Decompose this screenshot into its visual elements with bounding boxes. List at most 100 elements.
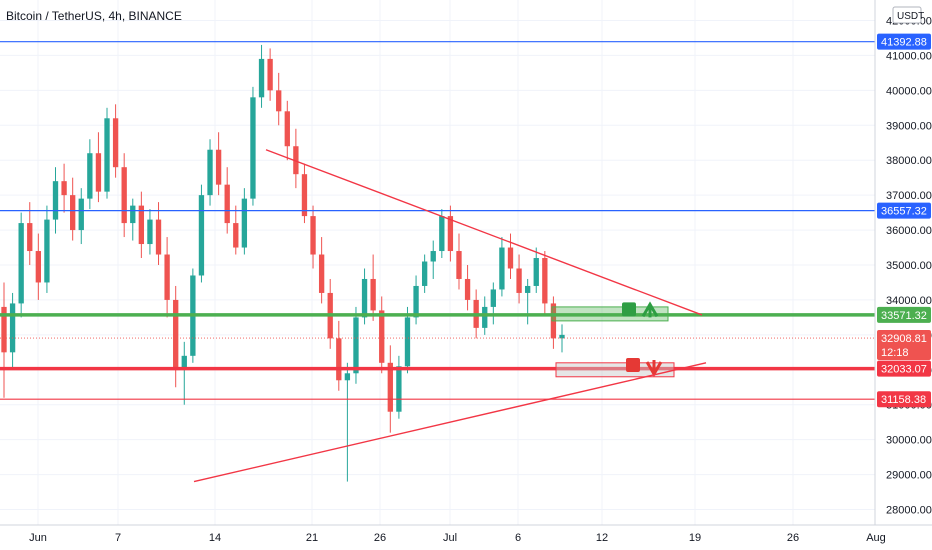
candle — [241, 188, 248, 255]
candle — [164, 237, 170, 318]
price-tick-label: 30000.00 — [886, 435, 932, 447]
time-tick-label: 21 — [306, 532, 318, 544]
candle-body — [439, 216, 445, 252]
candle — [507, 233, 514, 279]
candle — [258, 44, 265, 108]
candle — [370, 254, 376, 321]
candle — [439, 209, 445, 259]
candle-body — [207, 149, 213, 196]
candle — [542, 251, 548, 314]
candle — [233, 205, 239, 255]
level-price-label: 36557.32 — [881, 206, 927, 218]
candle-body — [181, 355, 187, 370]
candle-body — [525, 285, 531, 293]
candle — [112, 104, 119, 178]
candle-body — [138, 205, 145, 245]
candle — [353, 306, 359, 384]
candle — [464, 265, 471, 311]
time-tick-label: 26 — [374, 532, 386, 544]
long-marker-body — [622, 302, 636, 317]
time-axis: Jun 7 14 21 26 Jul 6 12 19 26 Aug — [0, 524, 932, 550]
candle-body — [396, 366, 402, 412]
candle — [490, 282, 496, 325]
level-price-badge — [877, 306, 931, 323]
candle-body — [370, 278, 376, 311]
time-tick-label: Jul — [443, 532, 457, 544]
candle — [396, 355, 402, 419]
candle — [276, 72, 282, 126]
candle-body — [52, 181, 59, 220]
time-tick-label: 7 — [115, 532, 121, 544]
candle — [35, 233, 41, 300]
candle-body — [336, 338, 342, 381]
descending-trendline — [265, 149, 703, 316]
currency-label: USDT — [897, 11, 924, 22]
candle — [70, 177, 76, 241]
candle — [52, 167, 59, 234]
candle — [44, 205, 50, 293]
candle-body — [35, 251, 41, 283]
candle-body — [27, 223, 33, 252]
candle-body — [482, 306, 488, 328]
candle-body — [404, 317, 411, 367]
candle-body — [301, 174, 308, 217]
candle-body — [78, 198, 84, 231]
candle-body — [421, 261, 428, 286]
candle — [250, 86, 256, 206]
candle-body — [1, 306, 7, 353]
candle-body — [344, 373, 351, 381]
candle-body — [361, 278, 368, 318]
candle — [379, 296, 385, 374]
candle-body — [87, 153, 93, 199]
down-arrow-icon — [645, 360, 663, 378]
price-axis: 28000.0029000.0030000.0031000.0032000.00… — [874, 0, 932, 550]
candle-body — [430, 251, 436, 262]
candle-body — [233, 223, 239, 248]
candle — [267, 48, 273, 101]
candle — [95, 132, 102, 203]
candle-body — [130, 205, 136, 224]
level-price-label: 33571.32 — [881, 310, 927, 322]
candle-body — [499, 247, 505, 290]
candle — [318, 237, 325, 304]
time-tick-label: 12 — [596, 532, 608, 544]
candle-body — [164, 254, 170, 300]
price-tick-label: 40000.00 — [886, 85, 932, 97]
level-price-label: 32033.07 — [881, 364, 927, 376]
candle — [104, 107, 110, 199]
candle-body — [516, 268, 522, 293]
candle-body — [44, 219, 50, 283]
time-tick-label: 6 — [515, 532, 521, 544]
candle-body — [250, 97, 256, 199]
currency-badge — [892, 6, 922, 24]
candle — [525, 278, 531, 325]
candle-body — [173, 299, 179, 370]
price-tick-label: 38000.00 — [886, 155, 932, 167]
long-marker-icon — [622, 301, 659, 318]
up-arrow-icon — [641, 301, 659, 318]
candle — [456, 233, 462, 290]
candle — [61, 163, 67, 213]
candle-body — [95, 153, 102, 192]
level-price-label: 31158.38 — [881, 394, 926, 406]
price-axis-background — [875, 0, 932, 550]
level-price-label: 41392.88 — [881, 37, 927, 49]
candle-body — [267, 58, 273, 91]
candle-body — [215, 149, 222, 185]
candle-body — [18, 223, 24, 304]
candle — [301, 163, 308, 224]
candle-body — [456, 251, 462, 279]
candle — [430, 240, 436, 279]
candle — [147, 209, 153, 255]
candle-body — [387, 362, 393, 412]
symbol-title: Bitcoin / TetherUS, 4h, BINANCE — [6, 9, 182, 23]
candle — [198, 184, 205, 283]
price-tick-label: 41000.00 — [886, 50, 932, 62]
time-tick-label: 19 — [689, 532, 701, 544]
level-price-badge — [877, 202, 931, 219]
price-tick-label: 35000.00 — [886, 260, 932, 272]
short-marker-icon — [626, 358, 663, 378]
